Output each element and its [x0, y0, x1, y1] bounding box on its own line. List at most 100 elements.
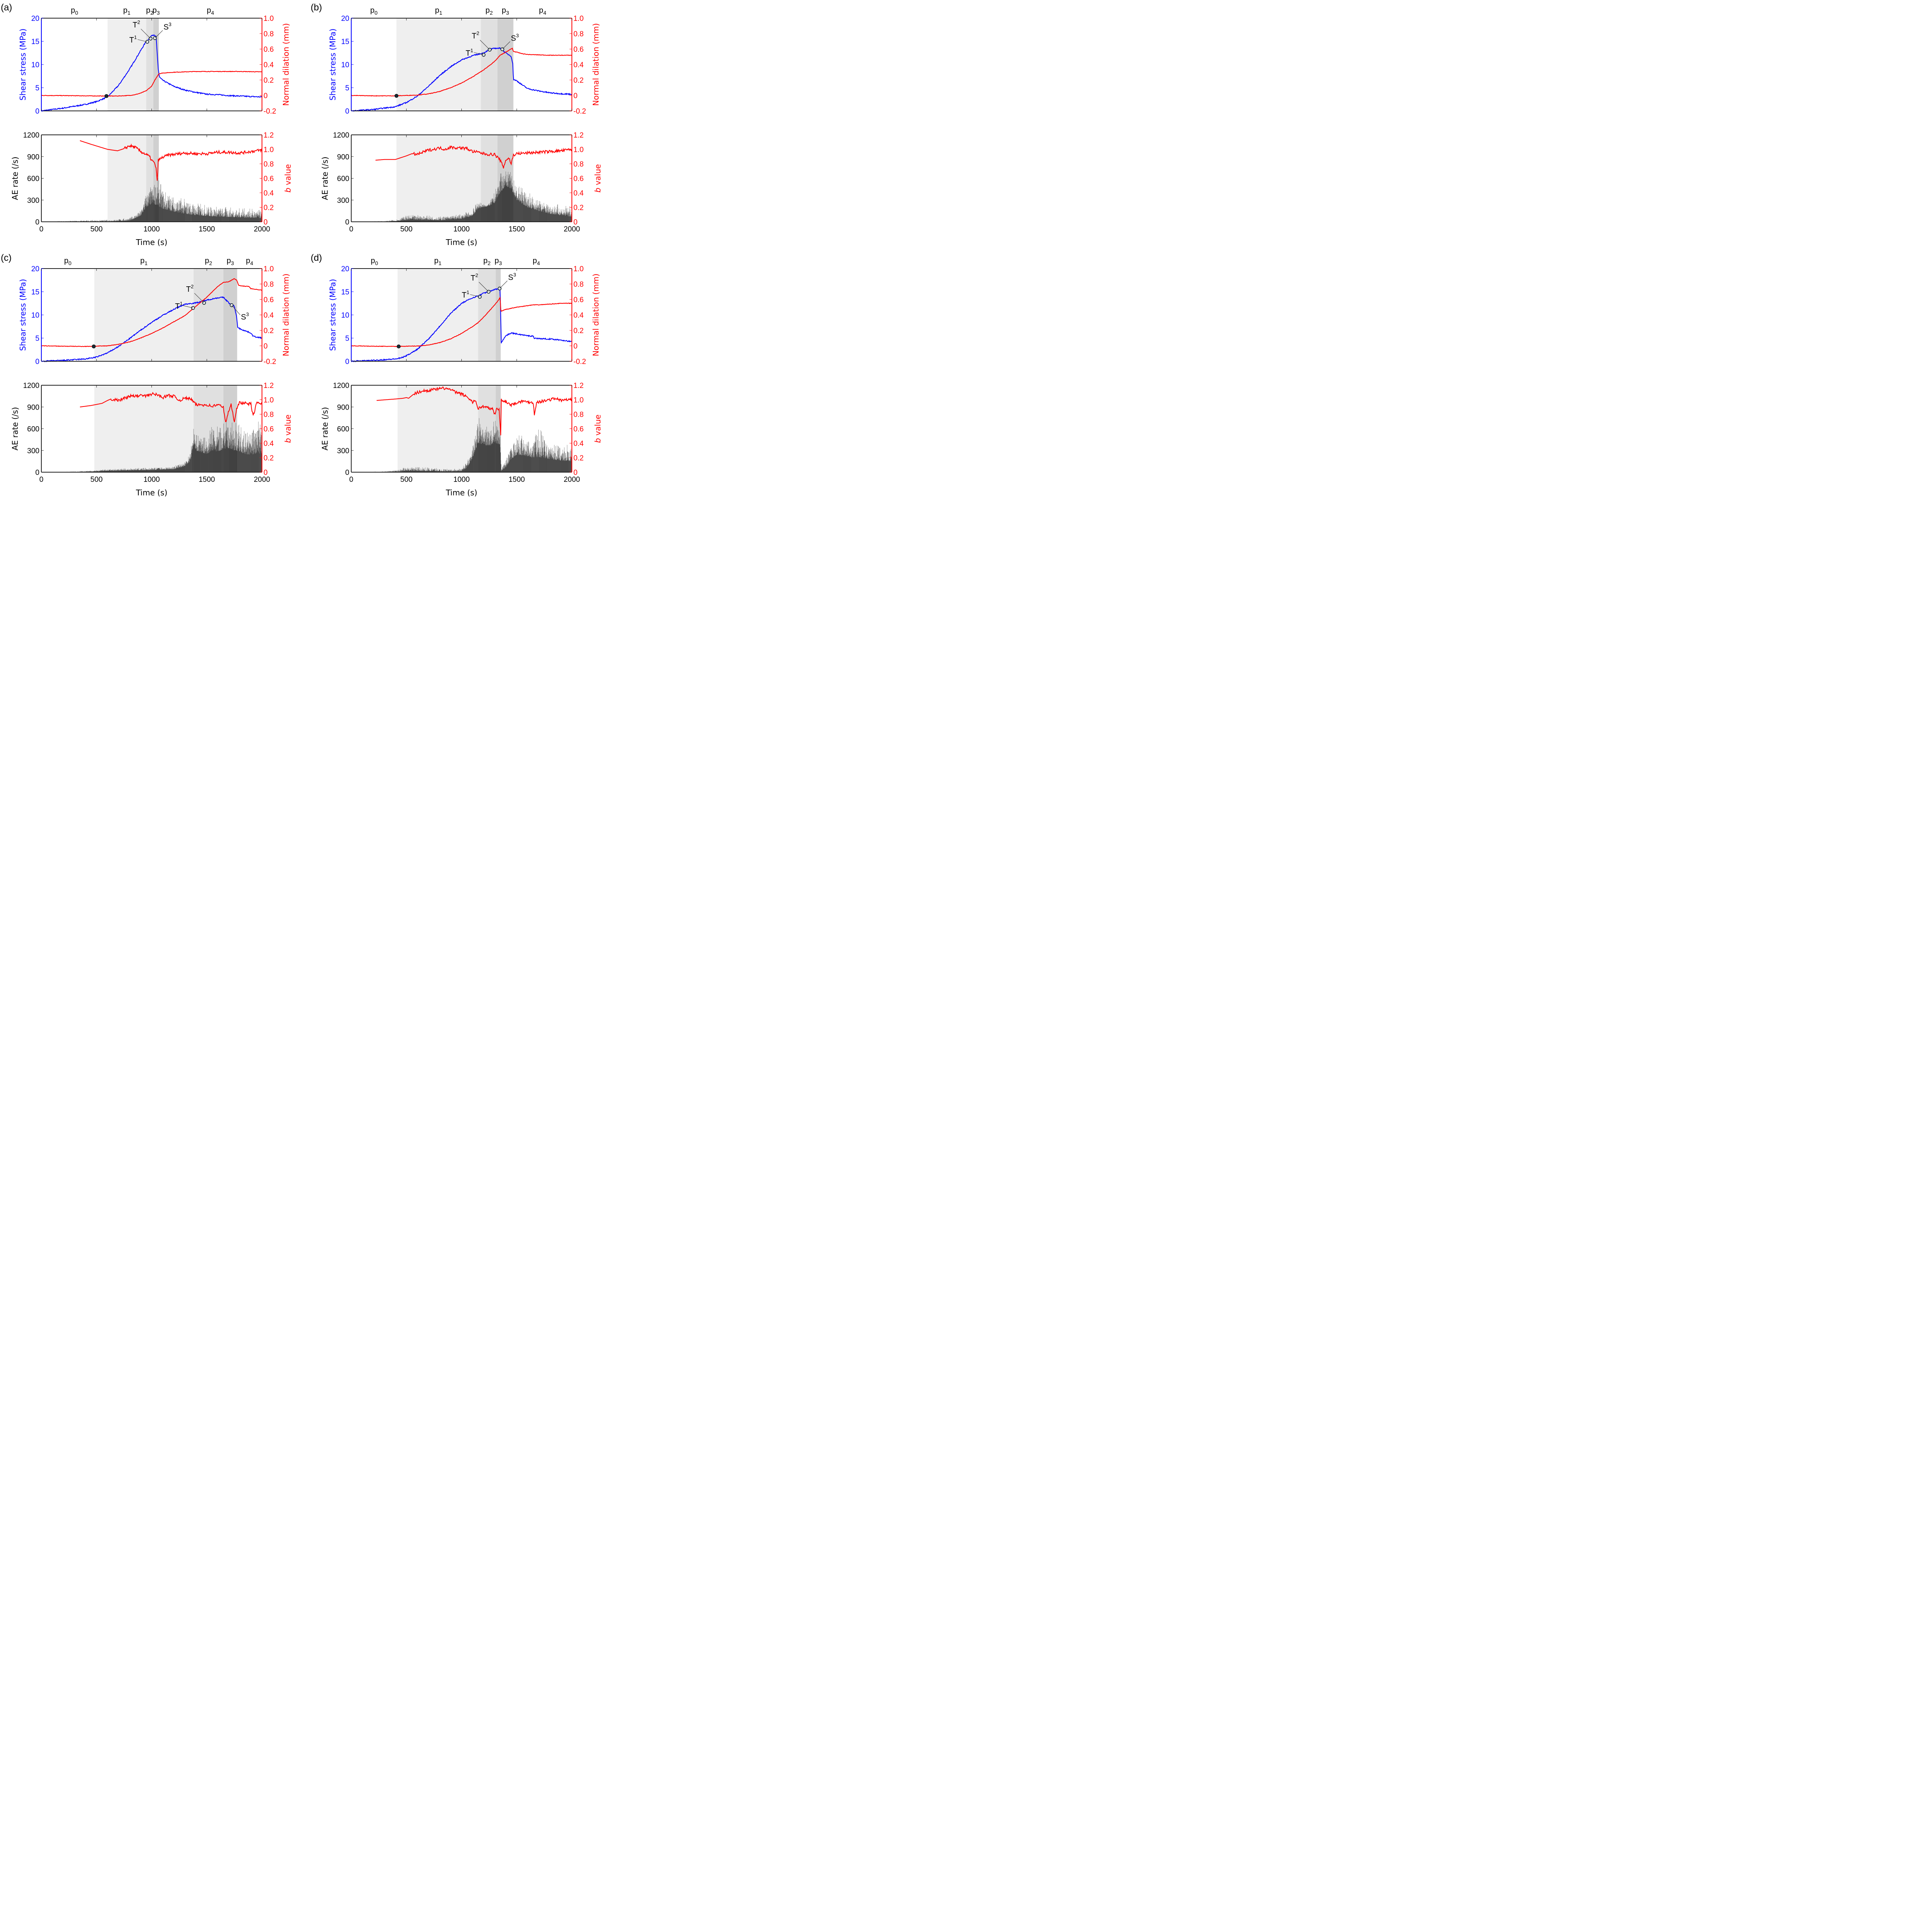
marker-leader-line [479, 282, 489, 292]
marker-t1 [478, 295, 482, 299]
marker-leader-line [183, 305, 193, 308]
marker-label-s3: S3 [511, 32, 519, 43]
marker-label-s3: S3 [508, 272, 516, 282]
y-tick-label-left: 0 [35, 107, 39, 116]
phase-label-base: p [539, 6, 543, 15]
y-tick-label-left: 600 [27, 175, 39, 183]
y-tick-label-right: 0.4 [573, 311, 584, 320]
y-tick-label-right: 1.0 [264, 15, 274, 23]
b-italic: b [593, 438, 602, 443]
phase-label-sub: 2 [150, 10, 153, 16]
phase-label: p4 [207, 6, 214, 16]
marker-label-sup: 1 [134, 34, 137, 40]
phase-label: p3 [226, 257, 234, 266]
marker-label-t2: T2 [471, 272, 478, 282]
y-tick-label-right: 0.6 [264, 175, 274, 183]
y-tick-label-right: 0.6 [573, 425, 583, 434]
y-tick-label-right: 0.4 [264, 311, 274, 320]
y-tick-label-right: 1.0 [573, 396, 583, 405]
y-tick-label-right: 0.6 [573, 175, 583, 183]
marker-label-base: T [466, 49, 470, 58]
phase-shade-p1 [94, 269, 194, 361]
y-tick-label-right: 0.4 [264, 440, 274, 448]
y-tick-label-right: 1.2 [573, 382, 583, 390]
marker-label-sup: 2 [475, 272, 478, 278]
x-tick-label: 1000 [453, 476, 469, 484]
normal-dilation-line [41, 71, 262, 97]
y-tick-label-right: 0.2 [573, 454, 583, 463]
y-tick-label-right: -0.2 [264, 358, 276, 366]
marker-leader-line [474, 52, 484, 55]
y-tick-label-left: 1200 [333, 382, 349, 390]
y-axis-title-right: Normal dilation (mm) [281, 274, 291, 356]
phase-shade-p2 [478, 269, 496, 361]
x-tick-label: 0 [39, 476, 44, 484]
b-value-line [80, 392, 262, 422]
marker-label-sup: 1 [466, 289, 469, 295]
phase-label-sub: 4 [250, 260, 253, 266]
phase-shade-p1 [396, 18, 481, 111]
phase-label-base: p [64, 257, 68, 265]
x-tick-label: 2000 [254, 225, 270, 233]
y-tick-label-left: 900 [27, 403, 39, 412]
y-tick-label-right: 1.0 [573, 146, 583, 154]
y-tick-label-left: 300 [27, 447, 39, 455]
y-tick-label-left: 15 [31, 288, 39, 296]
y-tick-label-right: 0 [264, 342, 268, 350]
x-tick-label: 500 [90, 476, 103, 484]
marker-label-base: T [471, 274, 475, 282]
x-axis-title: Time (s) [136, 488, 167, 497]
y-axis-title-right: b value [283, 415, 293, 443]
phase-label: p3 [495, 257, 502, 266]
y-tick-label-right: 0.2 [264, 454, 274, 463]
marker-label-s3: S3 [163, 22, 172, 32]
phase-shade-p3 [223, 269, 237, 361]
y-tick-label-right: 1.0 [264, 146, 274, 154]
phase-label-base: p [370, 6, 374, 15]
phase-shade-p1 [397, 385, 478, 472]
y-tick-label-right: 0 [264, 469, 268, 477]
normal-dilation-line [351, 296, 572, 347]
b-value-line [80, 140, 262, 181]
phase-label-sub: 1 [145, 260, 148, 266]
y-axis-title-left: Shear stress (MPa) [18, 279, 27, 351]
phase-label-sub: 4 [543, 10, 546, 16]
marker-label-base: T [133, 21, 137, 29]
y-tick-label-right: 0.2 [573, 327, 583, 335]
phase-shade-p1 [94, 385, 194, 472]
phase-label-base: p [483, 257, 488, 265]
y-tick-label-right: 0.8 [264, 30, 274, 38]
y-tick-label-right: 0.8 [573, 160, 583, 168]
y-axis-title-left: Shear stress (MPa) [18, 29, 27, 100]
y-tick-label-left: 5 [345, 335, 349, 343]
phase-label-sub: 2 [488, 260, 491, 266]
x-tick-label: 1000 [453, 225, 469, 233]
x-axis-title: Time (s) [446, 238, 477, 247]
y-tick-label-left: 600 [337, 175, 349, 183]
y-tick-label-right: 0.4 [264, 189, 274, 197]
y-axis-title-left: Shear stress (MPa) [328, 279, 337, 351]
y-tick-label-right: 0.2 [264, 327, 274, 335]
phase-label-sub: 0 [374, 10, 378, 16]
y-tick-label-left: 1200 [23, 382, 39, 390]
phase-label-sub: 4 [211, 10, 214, 16]
y-axis-title-left: AE rate (/s) [10, 156, 20, 200]
marker-leader-line [480, 40, 490, 50]
y-tick-label-right: 1.0 [573, 15, 583, 23]
y-tick-label-left: 5 [35, 84, 39, 92]
y-tick-label-right: 0 [573, 218, 578, 226]
y-tick-label-left: 0 [35, 358, 39, 366]
x-tick-label: 1000 [143, 225, 160, 233]
x-tick-label: 1500 [509, 476, 525, 484]
phase-shade-p2 [481, 18, 498, 111]
marker-leader-line [141, 29, 151, 39]
y-tick-label-right: 0.2 [573, 204, 583, 212]
y-tick-label-left: 0 [345, 469, 349, 477]
y-axis-title-right: Normal dilation (mm) [591, 23, 600, 106]
y-tick-label-right: 0.6 [264, 46, 274, 54]
phase-label-sub: 0 [375, 260, 378, 266]
y-tick-label-right: 0.6 [573, 46, 583, 54]
y-tick-label-right: 0.4 [573, 440, 584, 448]
normal-dilation-line [351, 48, 572, 97]
marker-label-sup: 1 [470, 48, 473, 53]
